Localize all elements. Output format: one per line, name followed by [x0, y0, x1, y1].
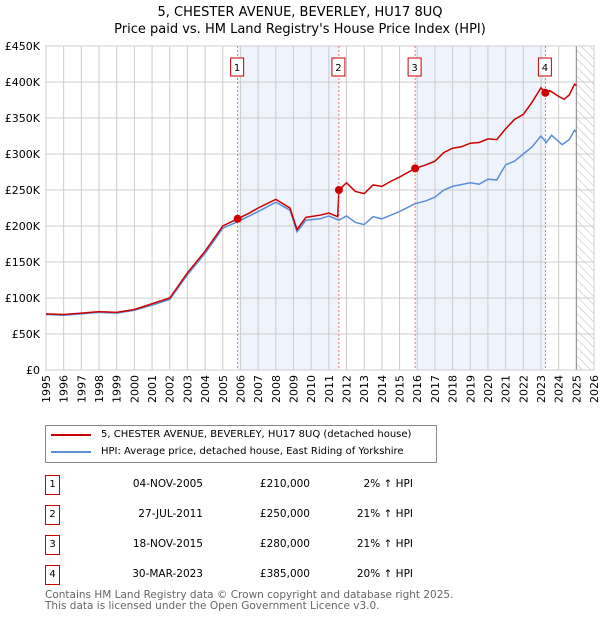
- sale-number-box: 3: [45, 535, 60, 555]
- y-tick-label: £350K: [5, 112, 41, 125]
- x-tick-label: 2004: [199, 375, 212, 403]
- x-tick-label: 2017: [429, 375, 442, 403]
- price-chart: 1995 1996 1997 1998 1999 2000 2001 2002 2003 2004…: [5, 40, 600, 403]
- y-tick-label: £250K: [5, 184, 41, 197]
- sale-price: £385,000: [259, 568, 310, 580]
- sale-number-box: 4: [45, 565, 60, 585]
- sale-label: 4: [542, 63, 548, 74]
- x-tick-label: 2020: [482, 375, 495, 403]
- plot-frame: [45, 45, 595, 371]
- footer-line-2: This data is licensed under the Open Gov…: [45, 600, 380, 612]
- sale-price: £210,000: [259, 478, 310, 490]
- hpi-line: [45, 128, 577, 317]
- x-tick-label: 2013: [358, 375, 371, 403]
- x-tick-label: 2026: [588, 375, 600, 403]
- property-price-line: [45, 82, 577, 316]
- x-tick-label: 2003: [181, 375, 194, 403]
- x-tick-label: 1998: [93, 375, 106, 403]
- x-tick-label: 2022: [517, 375, 530, 403]
- y-tick-label: £200K: [5, 220, 41, 233]
- x-tick-label: 2015: [394, 375, 407, 403]
- x-tick-label: 2001: [146, 375, 159, 403]
- sale-date: 30-MAR-2023: [132, 568, 203, 580]
- footer: Contains HM Land Registry data © Crown c…: [45, 590, 453, 612]
- x-tick-label: 2002: [164, 375, 177, 403]
- y-tick-label: £400K: [5, 76, 41, 89]
- sale-row: 2 27-JUL-2011 £250,000 21% ↑ HPI: [45, 505, 445, 527]
- legend-label-hpi: HPI: Average price, detached house, East…: [101, 446, 404, 457]
- y-tick-label: £300K: [5, 148, 41, 161]
- sale-label-box: [407, 57, 422, 77]
- forecast-hatch: [576, 46, 594, 370]
- sale-point: [411, 164, 420, 173]
- sale-point: [334, 186, 343, 194]
- sale-point: [541, 88, 550, 97]
- x-tick-label: 2025: [570, 375, 583, 403]
- sale-row: 3 18-NOV-2015 £280,000 21% ↑ HPI: [45, 535, 445, 557]
- x-tick-label: 2009: [287, 375, 300, 403]
- x-tick-label: 1997: [75, 375, 88, 403]
- y-tick-label: £0: [26, 364, 40, 377]
- sale-label-box: [230, 57, 245, 77]
- sale-price: £280,000: [259, 538, 310, 550]
- sale-hpi-diff: 20% ↑ HPI: [356, 568, 413, 580]
- x-tick-label: 2000: [128, 375, 141, 403]
- x-tick-label: 2018: [447, 375, 460, 403]
- sale-date: 27-JUL-2011: [138, 508, 203, 520]
- sale-date: 18-NOV-2015: [132, 538, 203, 550]
- x-tick-label: 2016: [411, 375, 424, 403]
- sale-number-box: 1: [45, 475, 60, 495]
- sale-price: £250,000: [259, 508, 310, 520]
- sale-label: 3: [411, 63, 417, 74]
- chart-title: 5, CHESTER AVENUE, BEVERLEY, HU17 8UQ Pr…: [0, 4, 600, 38]
- sale-period-band: [237, 46, 339, 370]
- sale-row: 4 30-MAR-2023 £385,000 20% ↑ HPI: [45, 565, 445, 587]
- y-tick-label: £50K: [12, 328, 41, 341]
- x-tick-label: 2010: [305, 375, 318, 403]
- sale-date: 04-NOV-2005: [132, 478, 203, 490]
- x-tick-label: 2021: [500, 375, 513, 403]
- x-tick-label: 2024: [553, 375, 566, 403]
- sale-number-box: 2: [45, 505, 60, 525]
- y-tick-label: £100K: [5, 292, 41, 305]
- sale-row: 1 04-NOV-2005 £210,000 2% ↑ HPI: [45, 475, 445, 497]
- y-tick-label: £150K: [5, 256, 41, 269]
- x-tick-label: 2008: [270, 375, 283, 403]
- title: 5, CHESTER AVENUE, BEVERLEY, HU17 8UQ: [157, 5, 443, 20]
- x-tick-label: 2012: [341, 375, 354, 403]
- legend: 5, CHESTER AVENUE, BEVERLEY, HU17 8UQ (d…: [45, 425, 437, 463]
- sale-label-box: [331, 57, 346, 77]
- x-tick-label: 2023: [535, 375, 548, 403]
- x-tick-label: 2014: [376, 375, 389, 403]
- sale-hpi-diff: 21% ↑ HPI: [356, 508, 413, 520]
- x-tick-label: 1995: [40, 375, 53, 403]
- sale-hpi-diff: 2% ↑ HPI: [363, 478, 413, 490]
- legend-label-property: 5, CHESTER AVENUE, BEVERLEY, HU17 8UQ (d…: [101, 429, 412, 440]
- x-tick-label: 2019: [464, 375, 477, 403]
- y-tick-label: £450K: [5, 40, 41, 53]
- sale-label: 2: [335, 63, 341, 74]
- x-tick-label: 2007: [252, 375, 265, 403]
- subtitle: Price paid vs. HM Land Registry's House …: [114, 22, 486, 37]
- footer-line-1: Contains HM Land Registry data © Crown c…: [45, 589, 454, 601]
- x-tick-label: 1996: [58, 375, 71, 403]
- sale-label: 1: [234, 63, 240, 74]
- x-tick-label: 2006: [234, 375, 247, 403]
- sale-point: [233, 214, 242, 223]
- legend-swatch-hpi: [51, 450, 91, 453]
- legend-swatch-property: [51, 433, 91, 436]
- x-tick-label: 2005: [217, 375, 230, 403]
- x-tick-label: 2011: [323, 375, 336, 403]
- x-tick-label: 1999: [111, 375, 124, 403]
- sale-hpi-diff: 21% ↑ HPI: [356, 538, 413, 550]
- sale-label-box: [537, 57, 552, 77]
